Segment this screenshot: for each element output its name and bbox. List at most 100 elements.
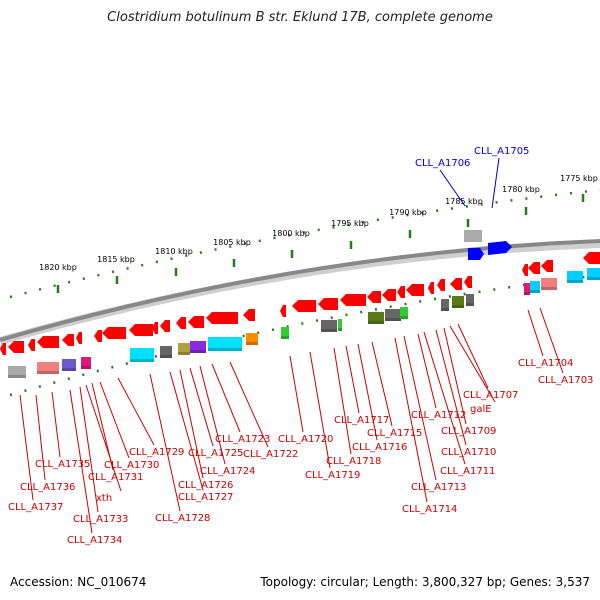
- gene-arrow: [94, 330, 102, 342]
- outer-tick-arc: [9, 188, 600, 299]
- label-leader: [371, 341, 393, 427]
- gene-block: [37, 362, 59, 374]
- gene-label: CLL_A1720: [278, 434, 333, 445]
- gene-arrow: [176, 317, 186, 329]
- gene-label: CLL_A1716: [352, 442, 407, 453]
- gene-label: CLL_A1725: [188, 448, 243, 459]
- gene-arrow: [541, 260, 553, 272]
- gene-block-shade: [567, 280, 583, 283]
- label-leader: [491, 157, 500, 209]
- gene-block-shade: [190, 350, 206, 353]
- gene-block-shade: [587, 277, 600, 280]
- gene-block: [368, 312, 384, 324]
- gene-arrow: [28, 339, 35, 351]
- gene-arrow: [488, 241, 512, 255]
- label-leader: [345, 345, 360, 414]
- tick-label: 1795 kbp: [331, 219, 369, 228]
- gene-label: CLL_A1722: [243, 449, 298, 460]
- gene-label: CLL_A1715: [367, 428, 422, 439]
- gene-label: xth: [96, 493, 112, 504]
- gene-arrow: [37, 336, 59, 348]
- gene-block: [587, 268, 600, 280]
- gene-label: CLL_A1719: [305, 470, 360, 481]
- gene-arrow: [450, 278, 462, 290]
- gene-block: [524, 283, 530, 295]
- tick-label: 1785 kbp: [445, 197, 483, 206]
- gene-label: galE: [470, 404, 492, 415]
- gene-block: [530, 281, 540, 293]
- label-leader: [149, 373, 181, 512]
- gene-label: CLL_A1735: [35, 459, 90, 470]
- gene-block-shade: [530, 290, 540, 293]
- gene-label: CLL_A1706: [415, 158, 470, 169]
- gene-block: [464, 230, 482, 242]
- gene-labels: CLL_A1737 CLL_A1736 CLL_A1735 CLL_A1734 CLL_…: [8, 146, 593, 546]
- gene-label: CLL_A1705: [474, 146, 529, 157]
- label-leader: [394, 337, 428, 503]
- gene-block: [567, 271, 583, 283]
- gene-block-shade: [130, 359, 154, 362]
- gene-block-shade: [400, 316, 408, 319]
- gene-label: CLL_A1709: [441, 426, 496, 437]
- backbone: [0, 239, 600, 342]
- forward-genes: [0, 230, 600, 355]
- label-leader: [169, 371, 204, 491]
- gene-block: [178, 343, 190, 355]
- gene-block: [466, 294, 474, 306]
- tick-label: 1800 kbp: [272, 229, 310, 238]
- tick-label: 1790 kbp: [389, 208, 427, 217]
- gene-block: [385, 309, 401, 321]
- gene-arrow: [76, 332, 82, 344]
- gene-arrow: [406, 284, 424, 296]
- gene-label: CLL_A1703: [538, 375, 593, 386]
- gene-label: CLL_A1707: [463, 390, 518, 401]
- gene-block-shade: [208, 348, 242, 351]
- gene-block: [441, 299, 449, 311]
- gene-label: CLL_A1734: [67, 535, 122, 546]
- gene-arrow: [382, 289, 396, 301]
- gene-block: [62, 359, 76, 371]
- gene-label: CLL_A1726: [178, 480, 233, 491]
- tick-label: 1815 kbp: [97, 255, 135, 264]
- gene-block: [541, 278, 557, 290]
- gene-label: CLL_A1713: [411, 482, 466, 493]
- gene-label: CLL_A1717: [334, 415, 389, 426]
- gene-arrow: [129, 324, 153, 336]
- reverse-genes: [8, 268, 600, 378]
- gene-arrow: [280, 305, 286, 317]
- gene-block: [130, 348, 154, 362]
- gene-arrow: [522, 264, 528, 276]
- gene-label: CLL_A1712: [411, 410, 466, 421]
- gene-block: [81, 357, 91, 369]
- label-leader: [99, 381, 130, 459]
- label-leader: [417, 333, 437, 409]
- gene-block-shade: [466, 303, 474, 306]
- tick-labels: 1820 kbp 1815 kbp 1810 kbp 1805 kbp 1800 kbp…: [39, 174, 598, 272]
- gene-block-shade: [441, 308, 449, 311]
- label-leader: [423, 331, 466, 465]
- label-leader: [357, 343, 378, 441]
- gene-block-shade: [338, 328, 342, 331]
- gene-block: [338, 319, 342, 331]
- gene-arrow: [102, 327, 126, 339]
- label-leader: [443, 327, 467, 425]
- gene-label: CLL_A1737: [8, 502, 63, 513]
- gene-arrow: [0, 343, 6, 355]
- label-leader: [69, 389, 93, 534]
- gene-block-shade: [246, 342, 258, 345]
- gene-block-shade: [541, 287, 557, 290]
- gene-label: CLL_A1704: [518, 358, 573, 369]
- gene-arrow: [152, 322, 158, 334]
- label-leader: [211, 363, 241, 433]
- gene-block: [321, 320, 337, 332]
- label-leader: [439, 169, 466, 207]
- gene-arrow: [464, 276, 472, 288]
- label-leader: [289, 355, 304, 433]
- gene-label: CLL_A1727: [178, 492, 233, 503]
- gene-arrow: [292, 300, 316, 312]
- gene-block: [8, 366, 26, 378]
- gene-block-shade: [524, 292, 530, 295]
- gene-arrow: [160, 320, 170, 332]
- gene-label: CLL_A1714: [402, 504, 457, 515]
- label-leader: [403, 335, 437, 481]
